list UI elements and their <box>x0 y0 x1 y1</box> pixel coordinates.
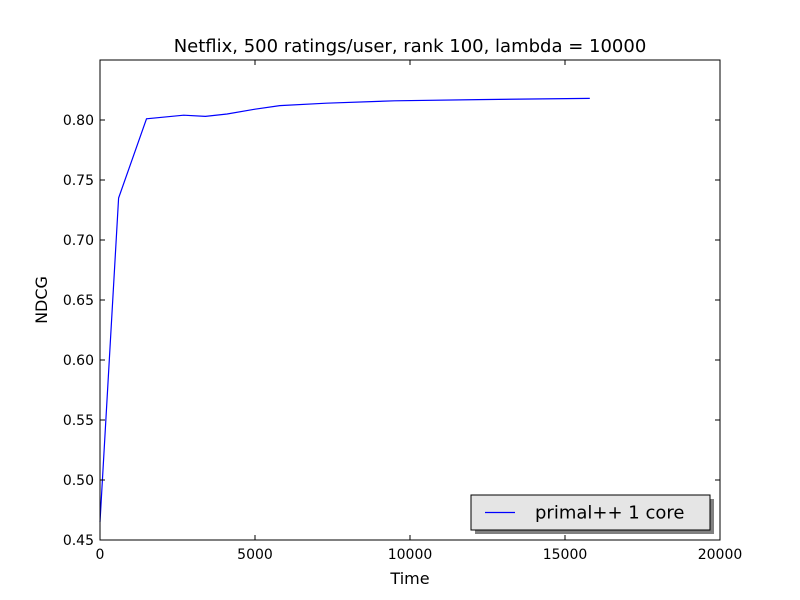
x-tick-label: 0 <box>96 547 105 563</box>
legend-label-0: primal++ 1 core <box>535 503 684 524</box>
x-tick-label: 5000 <box>237 547 273 563</box>
plot-area <box>99 97 590 523</box>
y-axis-label: NDCG <box>32 276 51 324</box>
chart-title: Netflix, 500 ratings/user, rank 100, lam… <box>174 36 647 57</box>
y-tick-label: 0.55 <box>63 413 94 429</box>
x-axis-label: Time <box>389 569 429 588</box>
x-tick-label: 15000 <box>543 547 588 563</box>
y-tick-label: 0.65 <box>63 293 94 309</box>
y-tick-label: 0.50 <box>63 473 94 489</box>
y-tick-label: 0.70 <box>63 233 94 249</box>
legend: primal++ 1 core <box>470 494 714 534</box>
axis-ticks: 0 5000 10000 15000 20000 0.45 0.50 0.55 0.60 0.65… <box>63 60 742 563</box>
series-line-0 <box>99 97 590 523</box>
y-tick-label: 0.80 <box>63 113 94 129</box>
y-tick-label: 0.75 <box>63 173 94 189</box>
x-tick-label: 20000 <box>698 547 743 563</box>
x-tick-label: 10000 <box>388 547 433 563</box>
y-tick-label: 0.45 <box>63 533 94 549</box>
y-tick-label: 0.60 <box>63 353 94 369</box>
